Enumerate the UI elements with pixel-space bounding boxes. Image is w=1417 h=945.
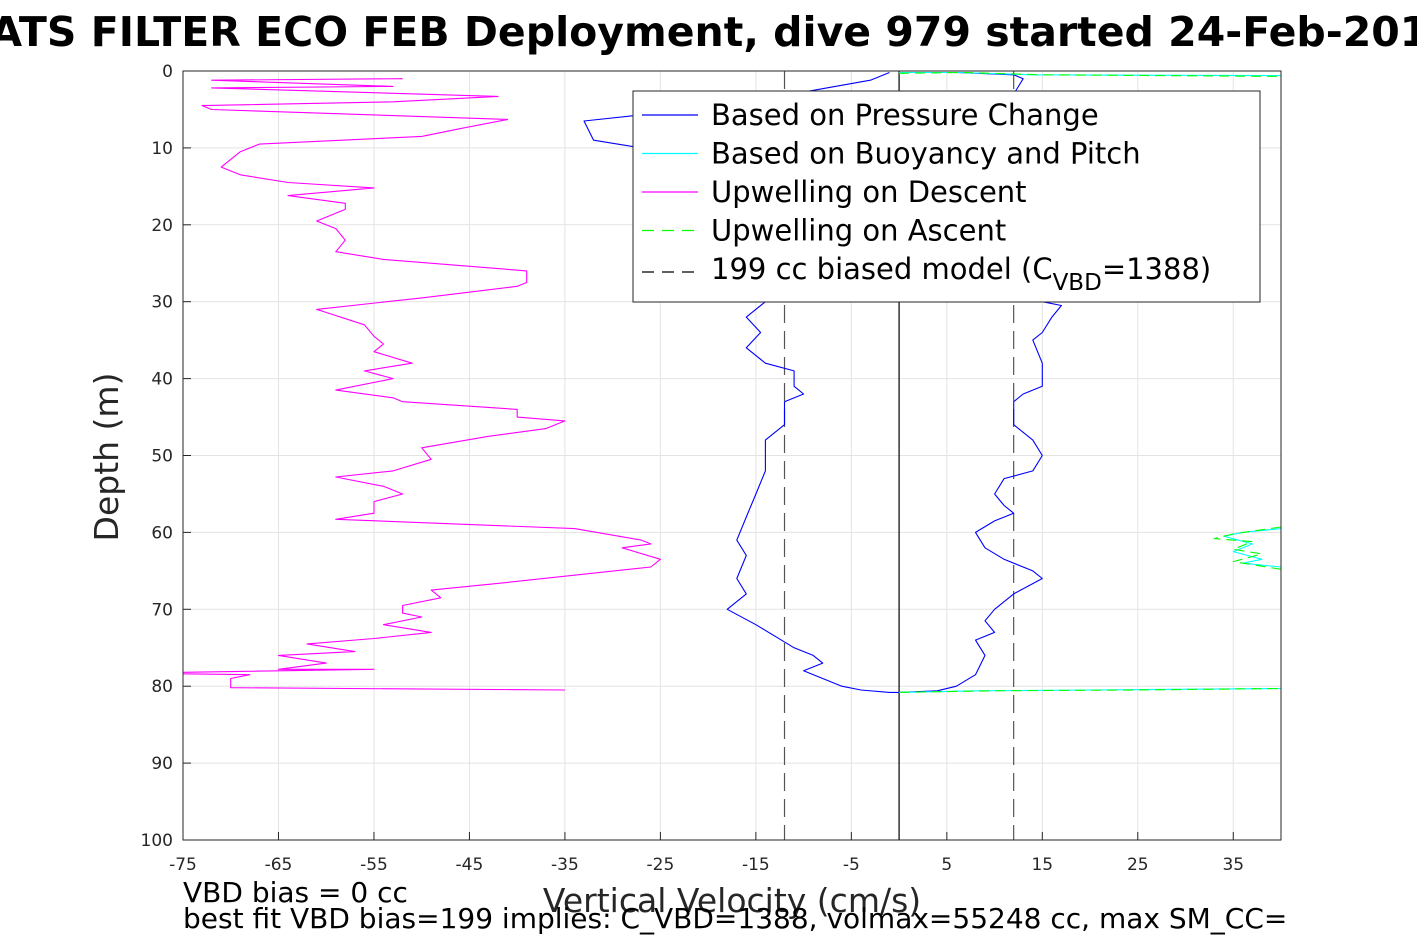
series-line-upwelling-on-ascent xyxy=(899,71,1281,77)
y-tick-label: 90 xyxy=(151,754,173,774)
footer-vbd-bias: VBD bias = 0 cc xyxy=(183,876,408,909)
y-axis-label: Depth (m) xyxy=(87,373,126,542)
legend-label-upwelling-on-ascent: Upwelling on Ascent xyxy=(711,214,1006,248)
x-tick-label: 15 xyxy=(1031,855,1053,875)
y-tick-label: 30 xyxy=(151,293,173,313)
series-line-upwelling-on-ascent xyxy=(1213,526,1281,570)
y-tick-label: 80 xyxy=(151,677,173,697)
y-tick-label: 50 xyxy=(151,447,173,467)
y-tick-label: 0 xyxy=(162,62,173,82)
x-tick-label: 35 xyxy=(1222,855,1244,875)
x-tick-label: -45 xyxy=(456,855,484,875)
y-tick-label: 20 xyxy=(151,216,173,236)
legend-label-model: 199 cc biased model (CVBD=1388) xyxy=(711,252,1211,296)
x-tick-label: -65 xyxy=(265,855,293,875)
legend-box xyxy=(632,90,1261,303)
legend-label-based-on-buoyancy-and-pitch: Based on Buoyancy and Pitch xyxy=(711,137,1141,171)
x-tick-label: -5 xyxy=(843,855,860,875)
legend: Based on Pressure Change Based on Buoyanc… xyxy=(632,90,1261,303)
y-ticks: 0 10 20 30 40 50 60 70 80 90 100 xyxy=(141,62,191,851)
series-group xyxy=(183,71,1281,693)
x-ticks: -75 -65 -55 -45 -35 -25 -15 -5 5 15 25 35 xyxy=(169,832,1244,875)
x-tick-label: -75 xyxy=(169,855,197,875)
x-axis-label: Vertical Velocity (cm/s) xyxy=(543,881,921,920)
chart-title: BATS FILTER ECO FEB Deployment, dive 979… xyxy=(0,8,1417,56)
series-line-based-on-pressure-change xyxy=(583,71,1062,693)
y-tick-label: 40 xyxy=(151,370,173,390)
legend-label-upwelling-on-descent: Upwelling on Descent xyxy=(711,175,1027,209)
series-line-upwelling-on-ascent xyxy=(899,687,1281,693)
x-tick-label: -35 xyxy=(551,855,579,875)
x-tick-label: -15 xyxy=(742,855,770,875)
series-line-upwelling-on-descent xyxy=(183,78,661,691)
footer-best-fit: best fit VBD bias=199 implies: C_VBD=138… xyxy=(183,902,1287,935)
legend-label-based-on-pressure-change: Based on Pressure Change xyxy=(711,98,1099,132)
x-tick-label: -55 xyxy=(360,855,388,875)
x-tick-label: 25 xyxy=(1127,855,1149,875)
y-tick-label: 60 xyxy=(151,523,173,543)
y-tick-label: 10 xyxy=(151,139,173,159)
y-tick-label: 70 xyxy=(151,600,173,620)
x-tick-label: -25 xyxy=(647,855,675,875)
y-tick-label: 100 xyxy=(141,831,173,851)
x-tick-label: 5 xyxy=(941,855,952,875)
